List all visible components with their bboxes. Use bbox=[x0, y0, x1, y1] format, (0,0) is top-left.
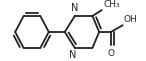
Text: CH₃: CH₃ bbox=[103, 0, 120, 9]
Text: O: O bbox=[107, 49, 114, 58]
Text: N: N bbox=[71, 3, 79, 13]
Text: OH: OH bbox=[124, 15, 137, 24]
Text: N: N bbox=[69, 50, 76, 60]
